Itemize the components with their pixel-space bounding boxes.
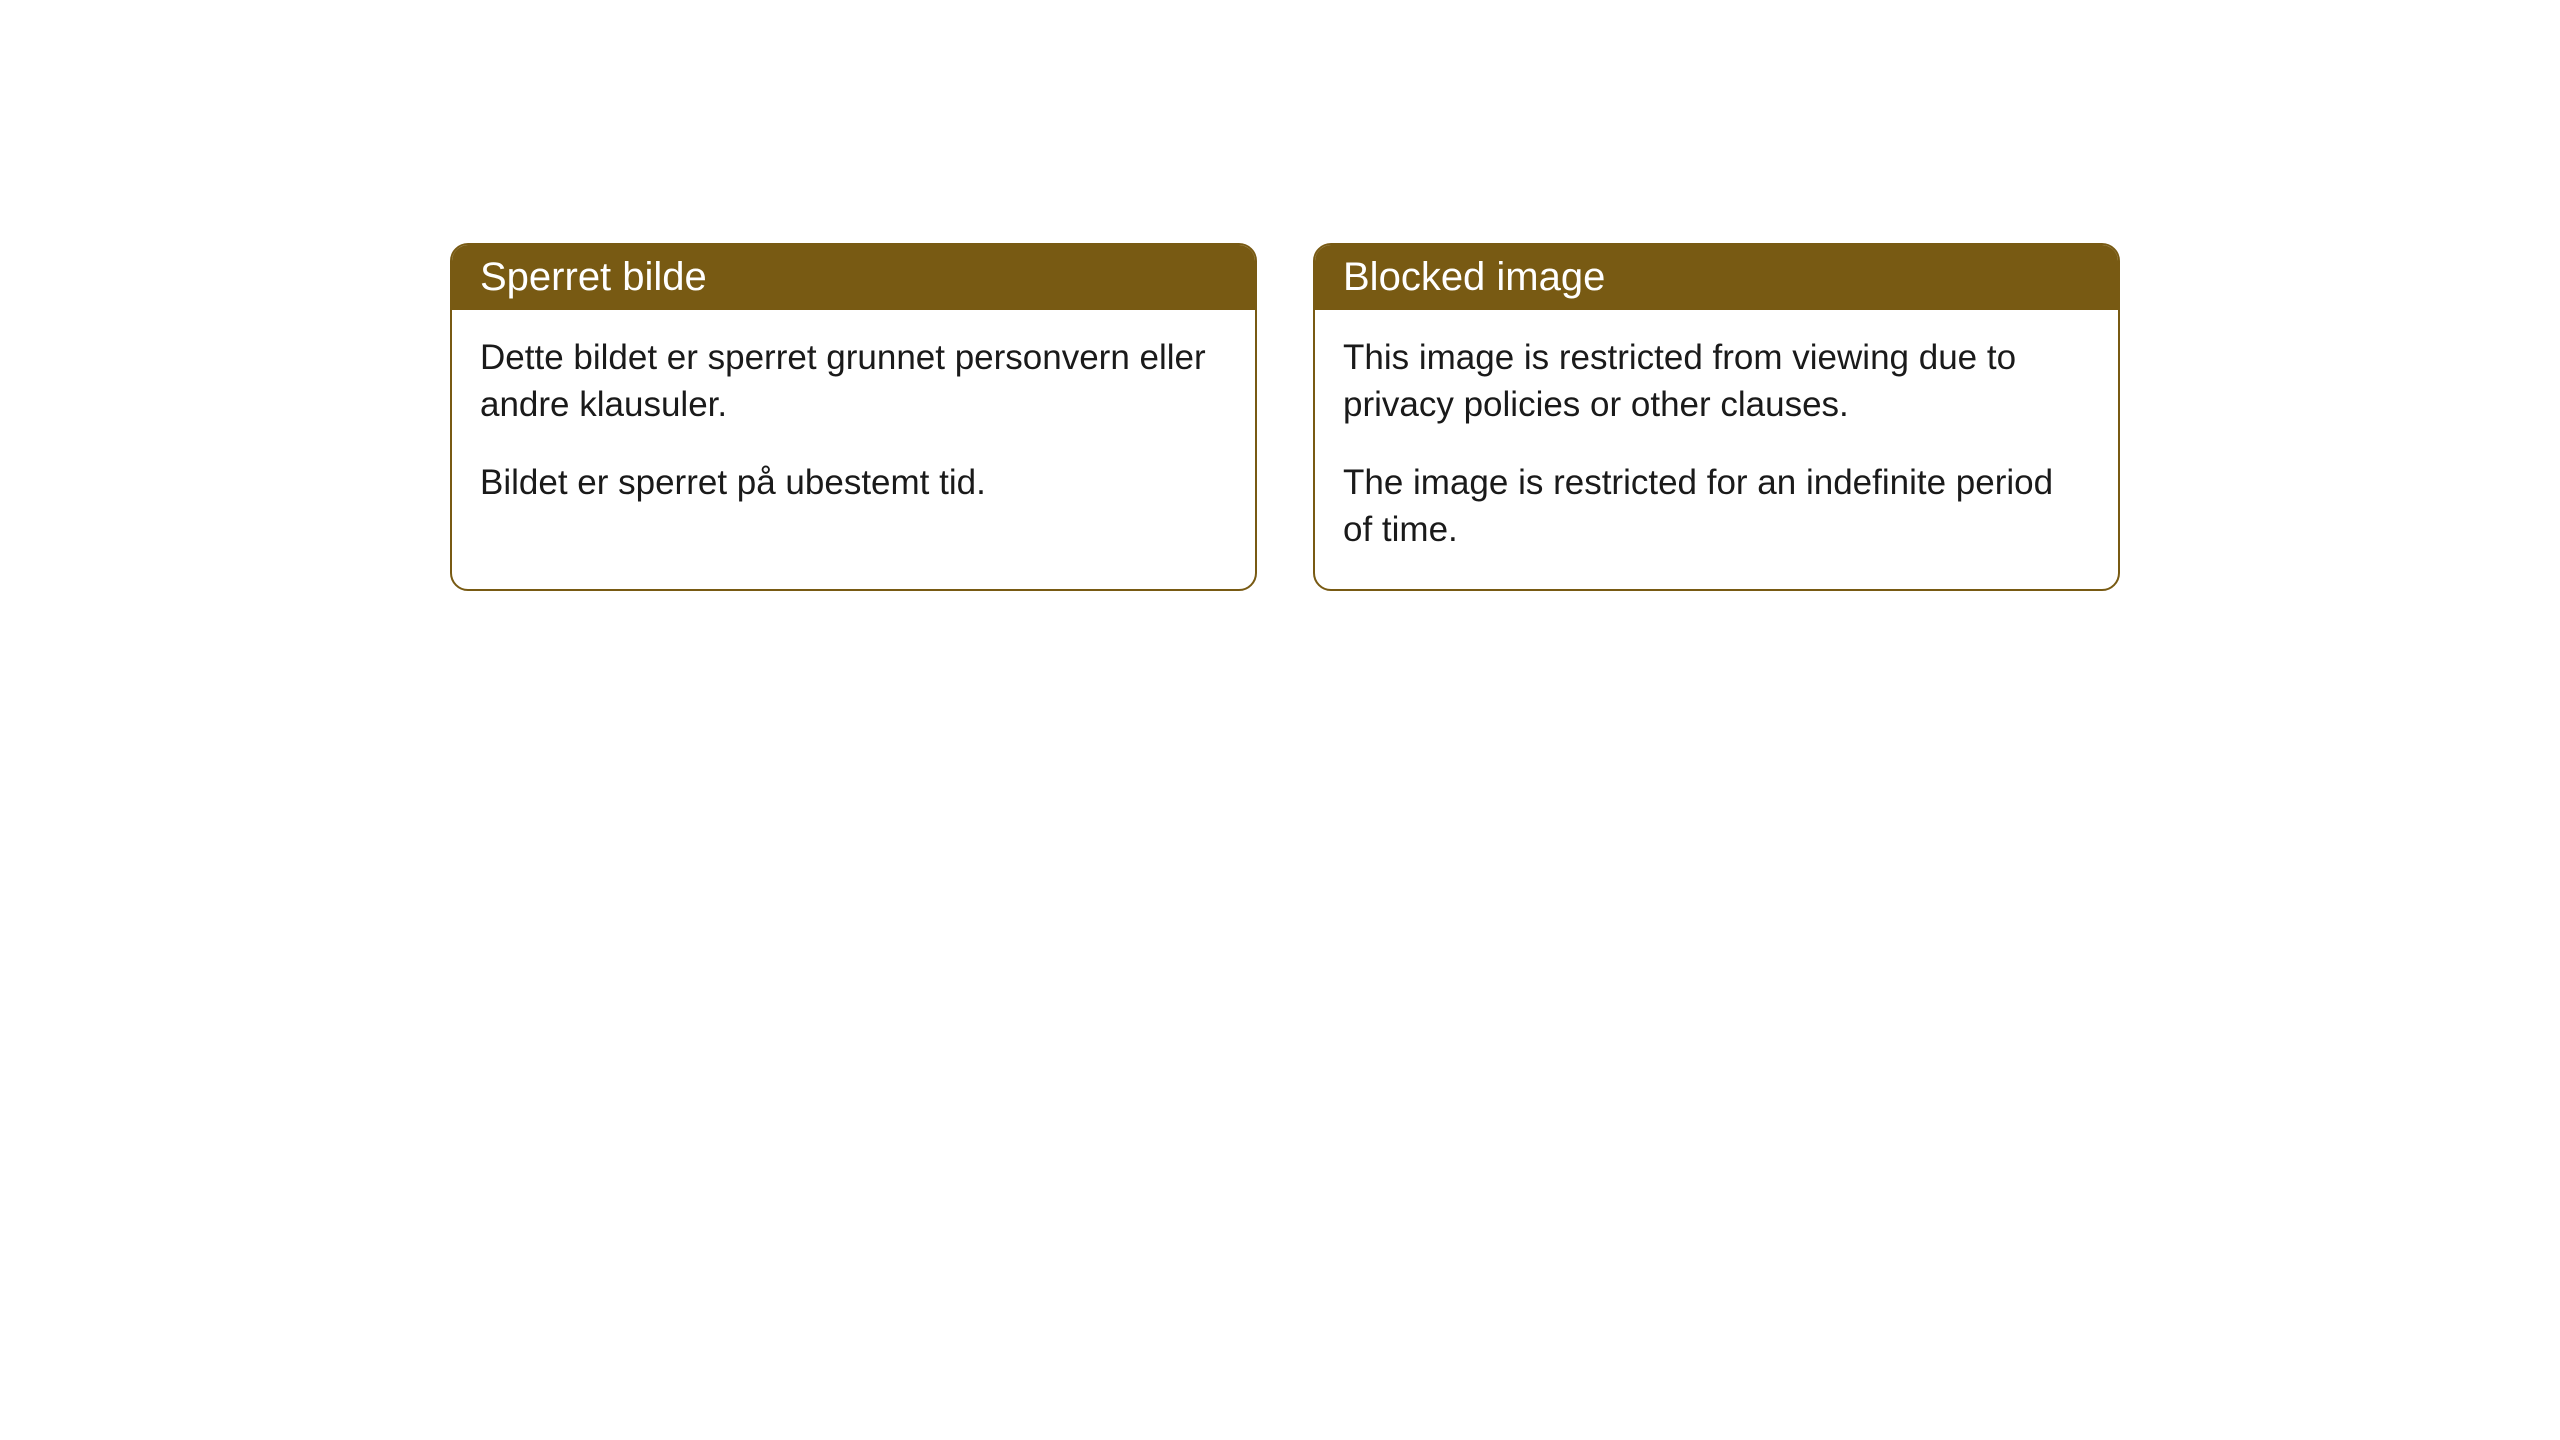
card-title-en: Blocked image <box>1343 255 1605 299</box>
card-title-no: Sperret bilde <box>480 255 707 299</box>
card-text-2-en: The image is restricted for an indefinit… <box>1343 459 2090 554</box>
blocked-image-card-en: Blocked image This image is restricted f… <box>1313 243 2120 591</box>
card-text-1-no: Dette bildet er sperret grunnet personve… <box>480 334 1227 429</box>
card-header-en: Blocked image <box>1315 245 2118 310</box>
card-text-1-en: This image is restricted from viewing du… <box>1343 334 2090 429</box>
cards-container: Sperret bilde Dette bildet er sperret gr… <box>0 0 2560 591</box>
card-body-en: This image is restricted from viewing du… <box>1315 310 2118 589</box>
blocked-image-card-no: Sperret bilde Dette bildet er sperret gr… <box>450 243 1257 591</box>
card-header-no: Sperret bilde <box>452 245 1255 310</box>
card-body-no: Dette bildet er sperret grunnet personve… <box>452 310 1255 542</box>
card-text-2-no: Bildet er sperret på ubestemt tid. <box>480 459 1227 506</box>
